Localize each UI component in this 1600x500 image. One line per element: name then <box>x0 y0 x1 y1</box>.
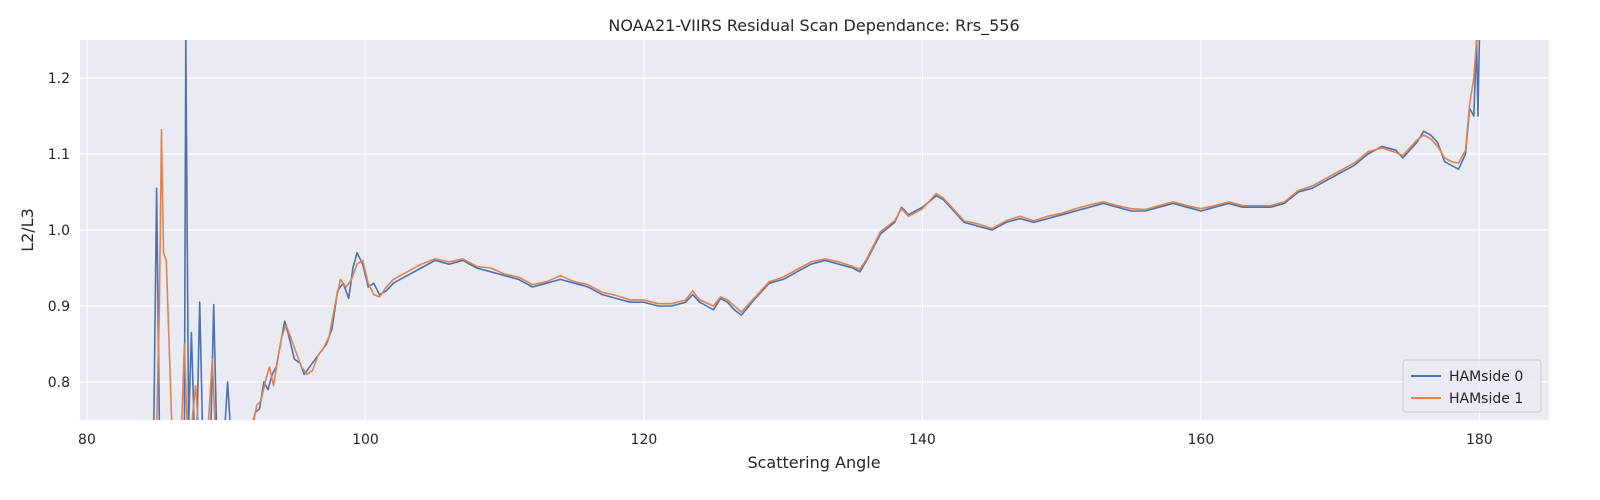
x-tick-label: 120 <box>631 432 658 448</box>
y-tick-label: 1.1 <box>48 147 70 163</box>
x-tick-label: 140 <box>909 432 936 448</box>
y-axis-label: L2/L3 <box>18 208 37 252</box>
series-group <box>153 40 1481 420</box>
x-axis-label: Scattering Angle <box>747 453 880 472</box>
legend-label: HAMside 0 <box>1449 369 1523 385</box>
series-line-hamside-1 <box>155 40 1480 420</box>
x-tick-label: 180 <box>1466 432 1493 448</box>
grid <box>80 40 1549 420</box>
x-tick-label: 160 <box>1188 432 1215 448</box>
y-tick-label: 1.2 <box>48 71 70 87</box>
legend-label: HAMside 1 <box>1449 391 1523 407</box>
x-tick-label: 80 <box>78 432 96 448</box>
y-tick-label: 1.0 <box>48 223 70 239</box>
x-tick-labels: 80 100 120 140 160 180 <box>78 432 1493 448</box>
x-tick-label: 100 <box>352 432 379 448</box>
series-line-hamside-0 <box>153 40 1481 420</box>
y-tick-label: 0.9 <box>48 299 70 315</box>
legend: HAMside 0 HAMside 1 <box>1402 359 1542 413</box>
y-tick-label: 0.8 <box>48 375 70 391</box>
y-tick-labels: 0.8 0.9 1.0 1.1 1.2 <box>48 71 70 391</box>
chart-title: NOAA21-VIIRS Residual Scan Dependance: R… <box>608 16 1019 36</box>
